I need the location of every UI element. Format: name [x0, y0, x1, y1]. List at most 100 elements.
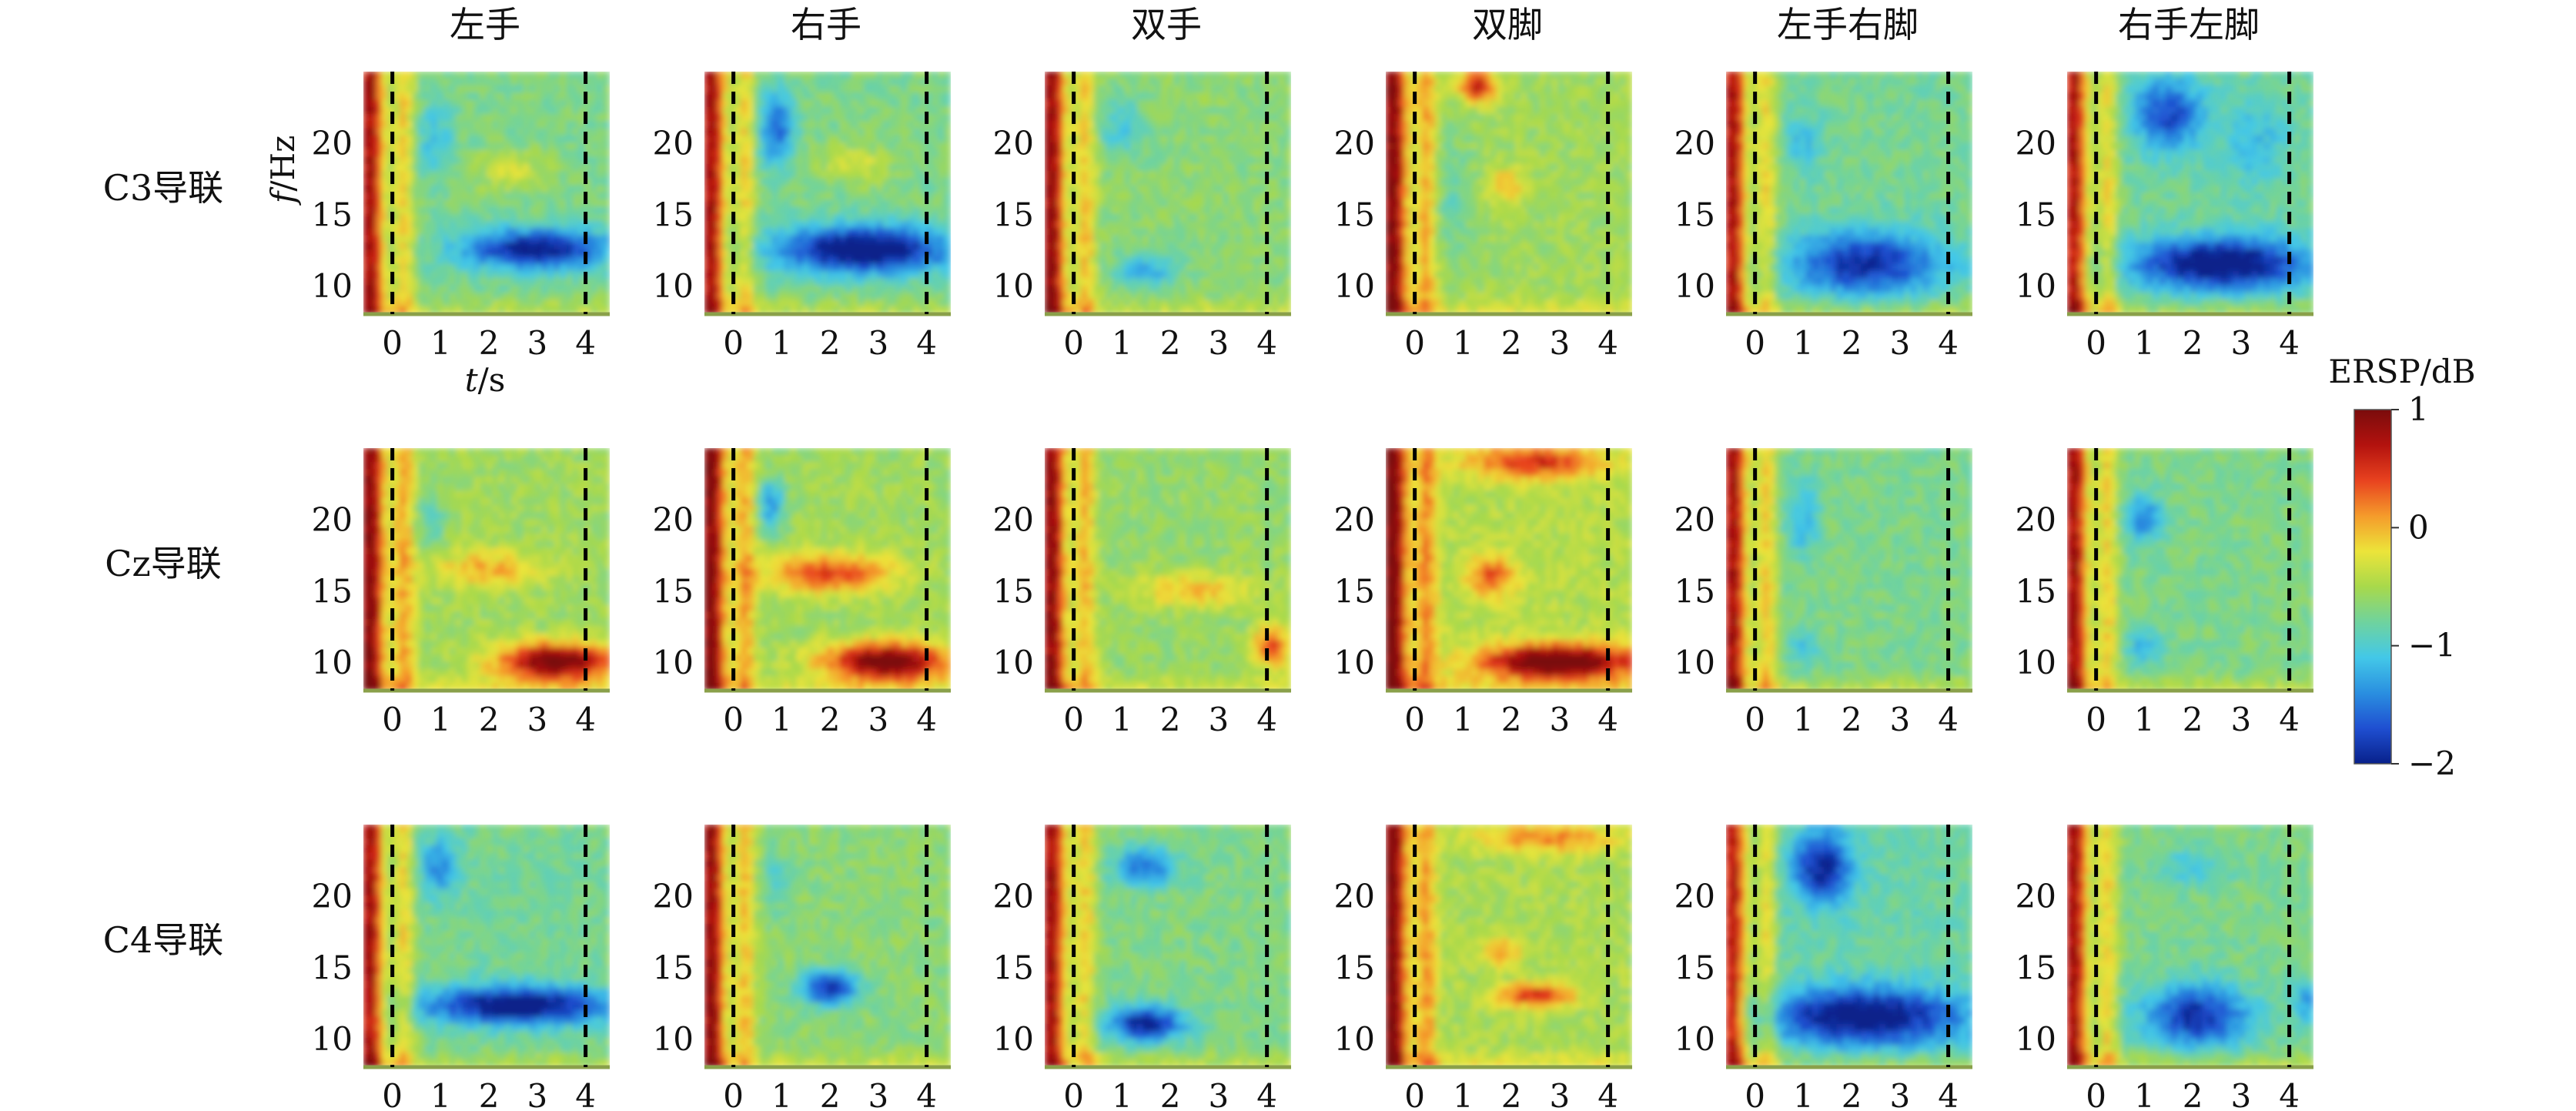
- heatmap-panel: 0 1 2 3 4 20 15 10: [2016, 72, 2313, 362]
- colorbar-label: ERSP/dB: [2328, 353, 2475, 390]
- x-tick-label: 2: [479, 1077, 500, 1111]
- x-tick-label: 1: [771, 701, 792, 738]
- colorbar-ticks: 1 0 −1 −2: [2391, 390, 2456, 782]
- x-tick-label: 1: [1112, 701, 1132, 738]
- x-tick-label: 1: [1453, 701, 1474, 738]
- heatmap-field: [704, 448, 951, 691]
- y-tick-label: 15: [1334, 572, 1375, 610]
- x-tick-label: 0: [2086, 701, 2106, 738]
- y-tick-label: 20: [2016, 501, 2056, 539]
- x-tick-label: 0: [382, 324, 403, 362]
- heatmap-field: [2067, 825, 2313, 1067]
- x-tick-label: 3: [527, 701, 548, 738]
- y-tick-label: 15: [312, 572, 353, 610]
- x-tick-label: 1: [2134, 324, 2155, 362]
- y-tick-label: 20: [1334, 501, 1375, 539]
- y-tick-label: 10: [1674, 1020, 1715, 1058]
- heatmap-field: [704, 72, 951, 314]
- y-tick-label: 20: [1674, 125, 1715, 162]
- x-tick-label: 4: [1938, 701, 1959, 738]
- x-tick-label: 1: [430, 701, 451, 738]
- x-tick-label: 3: [1550, 1077, 1571, 1111]
- y-tick-label: 15: [653, 949, 694, 986]
- x-tick-label: 3: [1209, 701, 1229, 738]
- x-tick-label: 0: [1745, 1077, 1765, 1111]
- y-tick-label: 10: [2016, 1020, 2056, 1058]
- x-tick-label: 0: [723, 1077, 744, 1111]
- x-tick-label: 1: [1793, 1077, 1814, 1111]
- heatmap-field: [1386, 825, 1632, 1067]
- heatmap-panel: 0 1 2 3 4 20 15 10: [2016, 448, 2313, 738]
- x-tick-label: 1: [1112, 1077, 1132, 1111]
- y-tick-label: 10: [1674, 644, 1715, 681]
- heatmap-field: [1726, 448, 1972, 691]
- y-tick-label: 10: [1334, 267, 1375, 305]
- x-tick-label: 3: [2231, 701, 2252, 738]
- y-tick-label: 20: [1334, 878, 1375, 915]
- x-tick-label: 0: [1745, 701, 1765, 738]
- x-tick-label: 3: [1890, 701, 1911, 738]
- x-tick-label: 4: [1256, 1077, 1277, 1111]
- heatmap-field: [1045, 825, 1291, 1067]
- y-tick-label: 15: [653, 196, 694, 233]
- x-tick-label: 4: [2279, 1077, 2300, 1111]
- colorbar-gradient: [2354, 409, 2392, 765]
- heatmap-panel: 0 1 2 3 4 20 15 10: [1674, 72, 1972, 362]
- y-tick-label: 15: [993, 949, 1034, 986]
- x-tick-label: 4: [916, 324, 937, 362]
- y-tick-label: 10: [2016, 267, 2056, 305]
- x-tick-label: 1: [430, 1077, 451, 1111]
- x-tick-label: 3: [868, 1077, 889, 1111]
- x-tick-label: 3: [1209, 324, 1229, 362]
- y-tick-label: 20: [2016, 878, 2056, 915]
- heatmap-field: [1726, 825, 1972, 1067]
- heatmap-field: [2067, 72, 2313, 314]
- y-tick-label: 20: [653, 878, 694, 915]
- heatmap-panel: 0 1 2 3 4 20 15 10: [1334, 448, 1632, 738]
- x-tick-label: 3: [527, 1077, 548, 1111]
- x-tick-label: 2: [1160, 1077, 1181, 1111]
- x-tick-label: 2: [2183, 1077, 2203, 1111]
- x-tick-label: 1: [2134, 701, 2155, 738]
- x-tick-label: 1: [1793, 701, 1814, 738]
- heatmap-panel: 0 1 2 3 4 20 15 10: [312, 825, 610, 1111]
- x-tick-label: 4: [1938, 324, 1959, 362]
- x-tick-label: 1: [430, 324, 451, 362]
- x-tick-label: 3: [2231, 324, 2252, 362]
- x-tick-label: 2: [1501, 324, 1522, 362]
- x-tick-label: 1: [2134, 1077, 2155, 1111]
- x-tick-label: 2: [1842, 324, 1862, 362]
- y-tick-label: 10: [1334, 1020, 1375, 1058]
- x-tick-label: 1: [1793, 324, 1814, 362]
- x-tick-label: 2: [1842, 701, 1862, 738]
- column-title: 双脚: [1472, 4, 1543, 45]
- y-tick-label: 15: [1674, 196, 1715, 233]
- x-tick-label: 4: [1597, 1077, 1618, 1111]
- x-tick-label: 2: [1842, 1077, 1862, 1111]
- y-tick-label: 15: [1674, 949, 1715, 986]
- x-tick-label: 2: [479, 701, 500, 738]
- x-tick-label: 0: [1063, 1077, 1084, 1111]
- column-title: 双手: [1131, 4, 1202, 45]
- colorbar: ERSP/dB 1 0 −1 −2: [2328, 353, 2475, 782]
- y-tick-label: 20: [312, 501, 353, 539]
- x-tick-label: 3: [1890, 1077, 1911, 1111]
- x-tick-label: 0: [723, 701, 744, 738]
- heatmap-panel: 0 1 2 3 4 20 15 10: [653, 448, 951, 738]
- heatmap-field: [1386, 448, 1632, 691]
- y-tick-label: 10: [1334, 644, 1375, 681]
- y-tick-label: 10: [993, 644, 1034, 681]
- y-tick-label: 20: [1674, 878, 1715, 915]
- x-tick-label: 2: [820, 324, 841, 362]
- column-title: 右手: [791, 4, 861, 45]
- x-tick-label: 4: [2279, 701, 2300, 738]
- y-tick-label: 15: [993, 572, 1034, 610]
- x-tick-label: 4: [916, 701, 937, 738]
- y-tick-label: 15: [2016, 572, 2056, 610]
- colorbar-tick-label: 0: [2408, 508, 2429, 546]
- x-tick-label: 4: [1938, 1077, 1959, 1111]
- row-labels: C3导联 Cz导联 C4导联: [103, 167, 223, 961]
- y-tick-label: 10: [653, 1020, 694, 1058]
- row-label: C4导联: [103, 919, 223, 961]
- x-tick-label: 2: [2183, 324, 2203, 362]
